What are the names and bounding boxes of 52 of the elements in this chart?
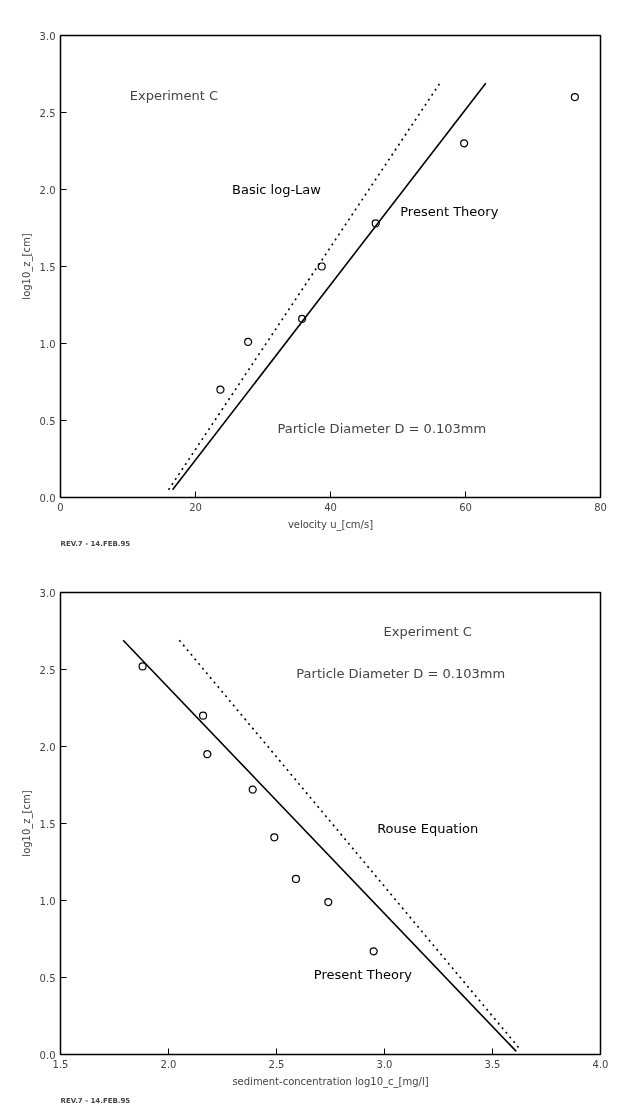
x-axis-title: velocity u_[cm/s] [287,518,374,531]
point [248,785,257,794]
y-tick-label: 2.0 [39,741,56,753]
y-axis-title: log10_z_[cm] [20,790,33,857]
y-tick-label: 1.5 [39,261,56,273]
x-tick-label: 0 [57,501,64,513]
point [270,833,279,842]
point [324,897,333,907]
point [291,874,301,884]
y-tick-label: 1.0 [39,338,56,350]
y-tick-label: 2.0 [39,184,56,196]
y-tick-label: 0.5 [39,972,56,984]
y-tick-label: 2.5 [39,107,56,119]
point [317,262,326,271]
point [298,314,307,323]
y-tick-label: 0.0 [39,492,56,504]
point [138,662,147,671]
x-tick-label: 60 [459,501,472,513]
annotation: Particle Diameter D = 0.103mm [296,665,506,681]
y-tick-label: 1.5 [39,818,56,830]
x-tick-label: 80 [594,501,607,513]
point [203,750,212,759]
point [460,139,469,148]
x-tick-label: 4.0 [592,1058,609,1070]
y-tick-label: 3.0 [39,587,56,599]
y-tick-label: 0.5 [39,415,56,427]
annotation: Experiment C [383,624,472,640]
x-tick-label: 2.5 [268,1058,285,1070]
y-tick-label: 1.0 [39,895,56,907]
point [244,337,253,347]
point [371,219,380,228]
series-label: Present Theory [313,967,413,983]
y-axis-title: log10_z_[cm] [20,233,33,300]
annotation: Particle Diameter D = 0.103mm [277,420,487,436]
point [198,711,208,720]
point [369,947,378,956]
annotation: Experiment C [129,88,219,104]
point [570,93,579,102]
y-tick-label: 3.0 [39,30,56,42]
text: Basic log-Law [232,181,322,197]
y-tick-label: 0.0 [39,1049,56,1061]
x-tick-label: 1.5 [52,1058,69,1070]
x-tick-label: 20 [189,501,202,513]
series-label: Present Theory [400,203,499,219]
x-tick-label: 40 [324,501,337,513]
text: Rouse Equation [377,820,479,836]
point [216,385,225,394]
x-axis-title: sediment-concentration log10_c_[mg/l] [232,1075,429,1088]
x-tick-label: 3.0 [376,1058,393,1070]
x-tick-label: 2.0 [160,1058,177,1070]
y-tick-label: 2.5 [39,664,56,676]
x-tick-label: 3.5 [484,1058,501,1070]
